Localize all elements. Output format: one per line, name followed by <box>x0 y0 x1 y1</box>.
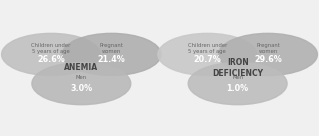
Text: 29.6%: 29.6% <box>254 55 282 64</box>
Circle shape <box>62 33 161 75</box>
Text: IRON
DEFICIENCY: IRON DEFICIENCY <box>212 58 263 78</box>
Text: 20.7%: 20.7% <box>194 55 221 64</box>
Circle shape <box>158 33 257 75</box>
Text: 1.0%: 1.0% <box>226 84 249 93</box>
Text: Pregnant
women: Pregnant women <box>256 43 280 54</box>
Text: Pregnant
women: Pregnant women <box>100 43 123 54</box>
Text: Children under
5 years of age: Children under 5 years of age <box>31 43 71 54</box>
Text: ANEMIA: ANEMIA <box>64 64 98 72</box>
Circle shape <box>188 63 287 105</box>
Text: 3.0%: 3.0% <box>70 84 93 93</box>
Circle shape <box>2 33 100 75</box>
Text: Men: Men <box>76 75 87 80</box>
Text: 21.4%: 21.4% <box>98 55 125 64</box>
Circle shape <box>219 33 317 75</box>
Text: Men: Men <box>232 75 243 80</box>
Text: 26.6%: 26.6% <box>37 55 65 64</box>
Circle shape <box>32 63 131 105</box>
Text: Children under
5 years of age: Children under 5 years of age <box>188 43 227 54</box>
